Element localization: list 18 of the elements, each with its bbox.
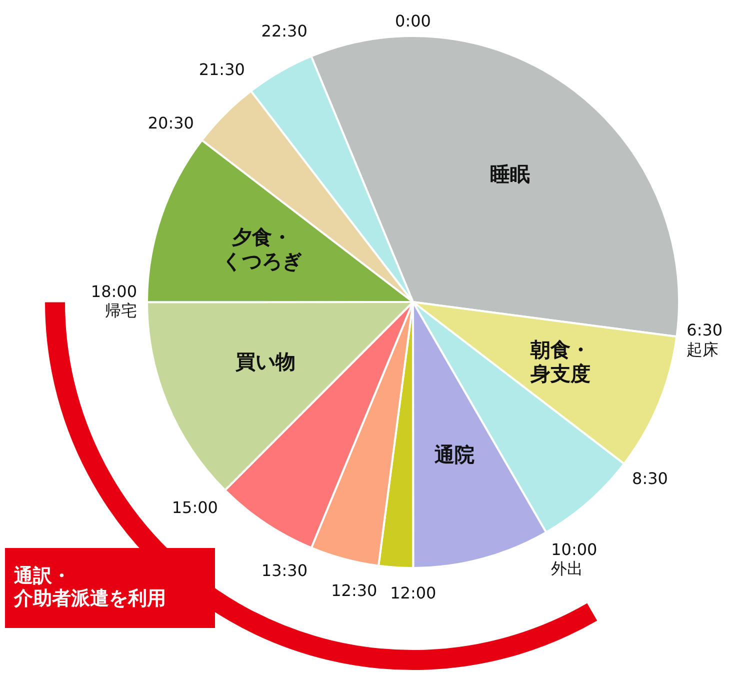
text: 18:00 帰宅	[90, 282, 137, 320]
text: 0:00	[395, 11, 431, 30]
text: 15:00	[172, 498, 218, 517]
slice-label: 買い物	[234, 350, 296, 374]
slice-label: 朝食・身支度	[529, 338, 590, 386]
text: 通訳・介助者派遣を利用	[13, 564, 166, 610]
text: 6:30 起床	[686, 320, 723, 359]
text: 13:30	[261, 561, 308, 580]
text: 8:30	[632, 469, 668, 488]
text: 12:30	[331, 580, 378, 600]
slice-label: 睡眠	[490, 162, 530, 186]
text: 10:00 外出	[551, 540, 598, 578]
slice-label: 夕食・くつろぎ	[222, 225, 302, 274]
text: 20:30	[148, 114, 194, 133]
text: 12:00	[390, 583, 436, 602]
text: 22:30	[261, 22, 308, 41]
slice-label: 通院	[433, 442, 474, 467]
text: 21:30	[198, 60, 245, 79]
